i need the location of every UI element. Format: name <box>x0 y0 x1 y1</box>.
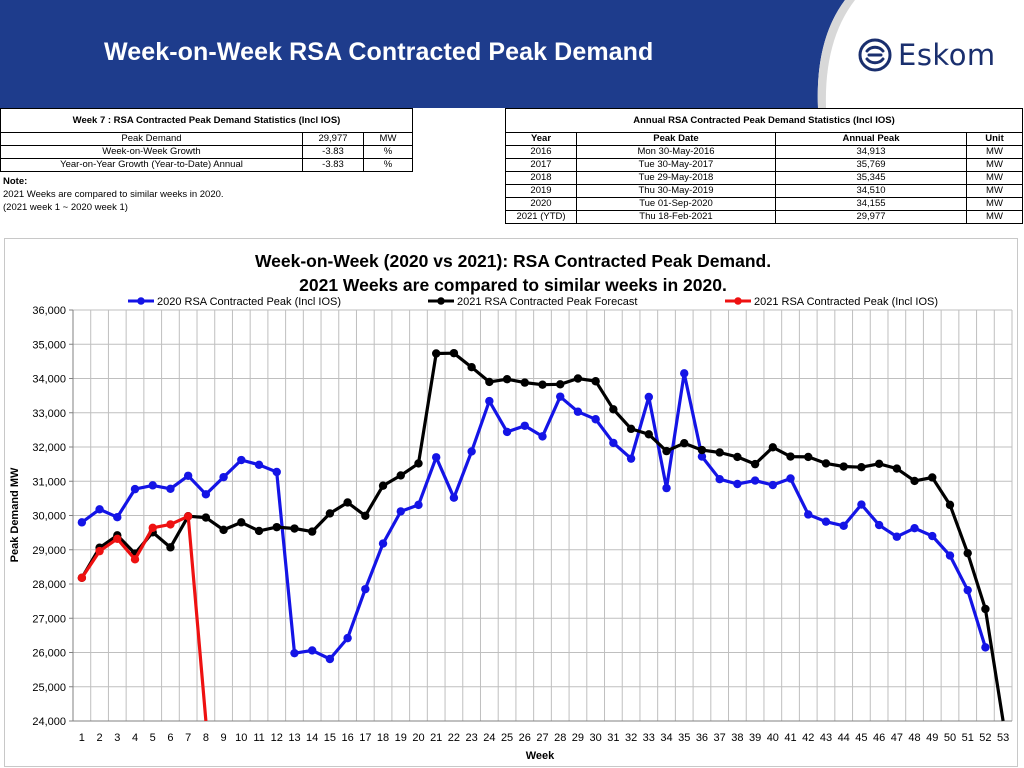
cell-annual-peak: 34,913 <box>775 145 967 159</box>
week-stats-table: Week 7 : RSA Contracted Peak Demand Stat… <box>0 108 413 172</box>
cell-unit: MW <box>966 145 1023 159</box>
eskom-logo: Eskom <box>858 38 996 72</box>
cell-annual-peak: 35,769 <box>775 158 967 172</box>
cell-annual-peak: 34,510 <box>775 184 967 198</box>
week-stats-title-row: Week 7 : RSA Contracted Peak Demand Stat… <box>0 108 413 133</box>
eskom-logo-icon <box>858 38 892 72</box>
cell-year: 2021 (YTD) <box>505 210 577 224</box>
table-row: 2016 Mon 30-May-2016 34,913 MW <box>505 145 1023 159</box>
page-title: Week-on-Week RSA Contracted Peak Demand <box>104 38 654 66</box>
cell-unit: MW <box>966 158 1023 172</box>
cell-unit: MW <box>966 210 1023 224</box>
stat-label: Peak Demand <box>0 132 303 146</box>
col-header-unit: Unit <box>966 132 1023 146</box>
cell-peak-date: Tue 29-May-2018 <box>576 171 776 185</box>
note-block: Note: 2021 Weeks are compared to similar… <box>3 175 224 214</box>
cell-year: 2020 <box>505 197 577 211</box>
cell-annual-peak: 34,155 <box>775 197 967 211</box>
annual-stats-table: Annual RSA Contracted Peak Demand Statis… <box>505 108 1023 224</box>
table-row: Peak Demand 29,977 MW <box>0 132 413 146</box>
stat-value: -3.83 <box>302 158 364 172</box>
annual-stats-header-row: Year Peak Date Annual Peak Unit <box>505 132 1023 146</box>
stat-label: Week-on-Week Growth <box>0 145 303 159</box>
stat-unit: % <box>363 158 413 172</box>
table-row: 2020 Tue 01-Sep-2020 34,155 MW <box>505 197 1023 211</box>
table-row: Week-on-Week Growth -3.83 % <box>0 145 413 159</box>
cell-peak-date: Thu 18-Feb-2021 <box>576 210 776 224</box>
stat-value: -3.83 <box>302 145 364 159</box>
week-stats-title: Week 7 : RSA Contracted Peak Demand Stat… <box>0 108 413 133</box>
cell-peak-date: Thu 30-May-2019 <box>576 184 776 198</box>
table-row: 2017 Tue 30-May-2017 35,769 MW <box>505 158 1023 172</box>
cell-year: 2016 <box>505 145 577 159</box>
cell-peak-date: Tue 30-May-2017 <box>576 158 776 172</box>
annual-stats-title: Annual RSA Contracted Peak Demand Statis… <box>505 108 1023 133</box>
col-header-peak-date: Peak Date <box>576 132 776 146</box>
header-background <box>0 0 1024 108</box>
cell-unit: MW <box>966 197 1023 211</box>
note-label: Note: <box>3 176 28 187</box>
stat-label: Year-on-Year Growth (Year-to-Date) Annua… <box>0 158 303 172</box>
table-row: 2019 Thu 30-May-2019 34,510 MW <box>505 184 1023 198</box>
cell-unit: MW <box>966 171 1023 185</box>
table-row: 2021 (YTD) Thu 18-Feb-2021 29,977 MW <box>505 210 1023 224</box>
col-header-annual-peak: Annual Peak <box>775 132 967 146</box>
table-row: 2018 Tue 29-May-2018 35,345 MW <box>505 171 1023 185</box>
col-header-year: Year <box>505 132 577 146</box>
eskom-logo-text: Eskom <box>898 38 996 72</box>
stat-value: 29,977 <box>302 132 364 146</box>
cell-peak-date: Tue 01-Sep-2020 <box>576 197 776 211</box>
cell-year: 2019 <box>505 184 577 198</box>
cell-year: 2018 <box>505 171 577 185</box>
cell-unit: MW <box>966 184 1023 198</box>
note-line-2: (2021 week 1 ~ 2020 week 1) <box>3 202 128 213</box>
cell-peak-date: Mon 30-May-2016 <box>576 145 776 159</box>
note-line-1: 2021 Weeks are compared to similar weeks… <box>3 189 224 200</box>
cell-annual-peak: 29,977 <box>775 210 967 224</box>
stat-unit: % <box>363 145 413 159</box>
cell-annual-peak: 35,345 <box>775 171 967 185</box>
annual-stats-title-row: Annual RSA Contracted Peak Demand Statis… <box>505 108 1023 133</box>
table-row: Year-on-Year Growth (Year-to-Date) Annua… <box>0 158 413 172</box>
header-band: Week-on-Week RSA Contracted Peak Demand … <box>0 0 1024 108</box>
cell-year: 2017 <box>505 158 577 172</box>
chart-frame <box>4 238 1018 767</box>
stat-unit: MW <box>363 132 413 146</box>
